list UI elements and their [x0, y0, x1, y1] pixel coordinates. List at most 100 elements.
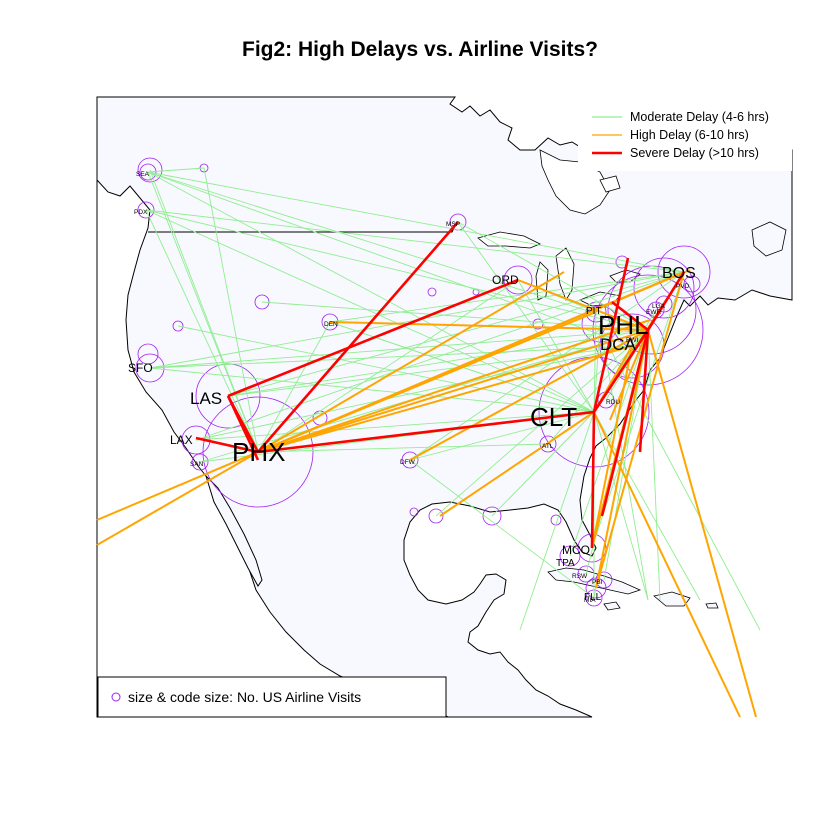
airport-label-phl: PHL [598, 310, 649, 340]
route-severe [638, 329, 650, 453]
route-moderate [517, 279, 595, 413]
airport-label-sfo: SFO [128, 361, 153, 375]
route-high [96, 451, 259, 521]
route-moderate [593, 411, 649, 601]
airport-circle [633, 257, 695, 319]
route-moderate [147, 171, 649, 331]
route-moderate [409, 411, 595, 461]
route-high [329, 321, 649, 331]
route-moderate [195, 271, 685, 441]
route-moderate [145, 209, 649, 331]
airport-label-sea: SEA [136, 171, 150, 178]
airport-label-clt: CLT [530, 402, 577, 432]
route-high [595, 271, 685, 589]
route-moderate [147, 171, 633, 347]
airport-circle [254, 294, 270, 310]
route-moderate [593, 323, 601, 413]
route-severe [611, 300, 649, 332]
airport-label-msp: MSP [446, 221, 460, 228]
airport-label-lga: LGA [652, 303, 666, 310]
route-moderate [329, 271, 685, 323]
airport-label-pbi: PBI [592, 579, 603, 586]
airport-circle-bos [657, 245, 711, 299]
route-moderate [147, 171, 595, 413]
airport-circle-sfo [135, 353, 165, 383]
route-moderate [149, 345, 633, 369]
route-moderate [227, 329, 649, 397]
airport-label-dca: DCA [600, 335, 637, 354]
airport-label-lax: LAX [170, 433, 193, 447]
hudson-bay [539, 149, 611, 215]
route-moderate [261, 301, 649, 331]
route-moderate [593, 411, 701, 601]
route-high [591, 345, 633, 549]
severe-delay-routes [195, 221, 686, 549]
airport-label-phx: PHX [232, 437, 285, 467]
delay-legend: Moderate Delay (4-6 hrs) High Delay (6-1… [578, 103, 792, 171]
route-severe [257, 221, 459, 453]
route-severe [195, 436, 259, 454]
route-severe [257, 410, 595, 454]
route-severe [600, 329, 650, 517]
route-severe [646, 271, 686, 331]
route-moderate [409, 459, 595, 599]
legend-severe-label: Severe Delay (>10 hrs) [630, 146, 759, 160]
route-moderate [599, 323, 649, 601]
route-high [257, 329, 649, 453]
airport-circle [137, 157, 163, 183]
airport-label-rdu: RDU [606, 399, 620, 406]
route-high [647, 329, 757, 718]
newfoundland [751, 221, 787, 257]
route-high [257, 319, 651, 453]
route-moderate [257, 443, 549, 453]
route-severe [227, 278, 519, 398]
airport-label-pit: PIT [586, 306, 602, 317]
airport-circle-pbi [595, 571, 613, 589]
route-high [595, 329, 649, 589]
route-moderate [195, 411, 595, 441]
route-moderate [603, 329, 649, 581]
airport-circle-san [191, 453, 209, 471]
route-severe [590, 411, 596, 549]
airport-circle [482, 506, 502, 526]
airport-circle-phl [592, 274, 704, 386]
airport-circle [427, 287, 437, 297]
airport-label-tpa: TPA [556, 558, 575, 569]
route-moderate [647, 329, 661, 601]
airport-label-den: DEN [324, 321, 338, 328]
airport-label-atl: ATL [542, 443, 554, 450]
legend-high-label: High Delay (6-10 hrs) [630, 128, 749, 142]
route-high [96, 451, 259, 546]
airport-label-ewr: EWR [646, 309, 661, 316]
size-legend-circle-icon [111, 692, 121, 702]
route-moderate [195, 345, 633, 441]
route-moderate [435, 329, 649, 517]
airport-circle [172, 320, 184, 332]
airport-label-las: LAS [190, 389, 222, 408]
size-legend-label: size & code size: No. US Airline Visits [128, 689, 361, 705]
chart-title: Fig2: High Delays vs. Airline Visits? [242, 38, 598, 61]
route-severe [592, 257, 630, 413]
airport-circle-ord [503, 265, 533, 295]
airport-label-ord: ORD [492, 273, 519, 287]
delay-legend-box [578, 103, 792, 171]
route-moderate [257, 321, 331, 453]
airport-label-pvd: PVD [676, 283, 690, 290]
great-lakes [477, 231, 641, 307]
airport-label-fll: FLL [584, 592, 602, 603]
route-moderate [227, 271, 685, 397]
airport-circle-pdx [137, 201, 155, 219]
airport-label-pdx: PDX [134, 209, 148, 216]
route-moderate [591, 271, 685, 549]
airport-label-dfw: DFW [400, 459, 416, 466]
route-high [257, 271, 565, 453]
airport-circle-sea [139, 163, 157, 181]
airport-label-bwi: BWI [626, 337, 638, 344]
route-high [257, 345, 633, 453]
jamaica [603, 601, 621, 611]
size-legend-box [97, 676, 447, 718]
route-severe [592, 329, 650, 413]
route-moderate [145, 209, 685, 273]
